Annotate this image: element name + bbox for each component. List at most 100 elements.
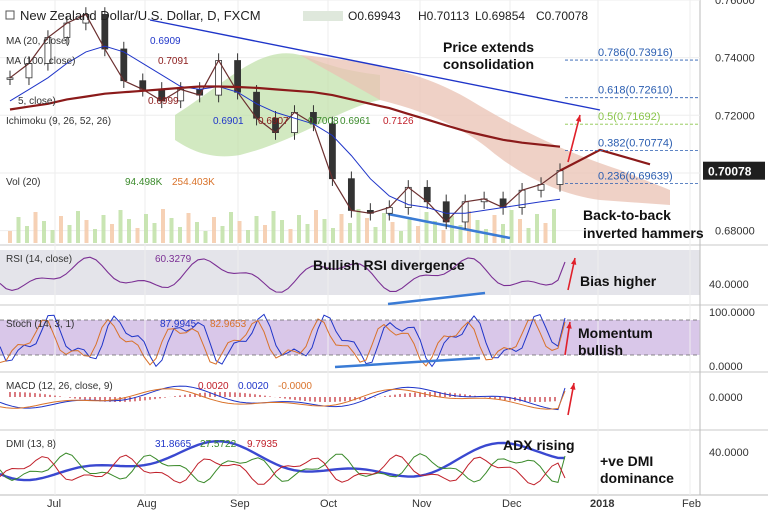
candle-body bbox=[6, 77, 14, 80]
volume-bar bbox=[501, 224, 505, 243]
volume-bar bbox=[246, 230, 250, 243]
candle-body bbox=[120, 48, 128, 82]
price-tick-label: 0.74000 bbox=[715, 53, 755, 65]
volume-bar bbox=[424, 212, 429, 243]
volume-bar bbox=[356, 209, 361, 243]
legend-stoch-label: Stoch (14, 3, 1) bbox=[6, 319, 74, 330]
volume-bar bbox=[535, 214, 539, 243]
volume-bar bbox=[365, 218, 369, 243]
price-support-line bbox=[387, 212, 511, 240]
fib-label-4: 0.236(0.69639) bbox=[598, 170, 673, 182]
legend-ichimoku-v4: 0.6961 bbox=[340, 116, 371, 127]
rsi-band bbox=[0, 250, 700, 295]
legend-stoch-d: 82.9653 bbox=[210, 319, 247, 330]
volume-bar bbox=[50, 230, 55, 243]
macd-signal-line bbox=[0, 388, 566, 410]
volume-bar bbox=[135, 228, 140, 243]
time-tick-label: Aug bbox=[137, 498, 157, 510]
volume-bar bbox=[339, 214, 344, 243]
volume-bar bbox=[203, 231, 208, 243]
volume-bar bbox=[305, 224, 310, 243]
macd-up-arrow-head bbox=[570, 383, 576, 390]
volume-bar bbox=[25, 226, 29, 243]
legend-vol-v2: 254.403K bbox=[172, 177, 215, 188]
legend-macd-v3: -0.0000 bbox=[278, 381, 312, 392]
volume-bar bbox=[237, 221, 242, 243]
volume-bar bbox=[492, 215, 497, 243]
volume-bar bbox=[169, 218, 174, 243]
legend-vol-v1: 94.498K bbox=[125, 177, 163, 188]
volume-bar bbox=[467, 211, 471, 243]
legend-ma100-value: 0.7091 bbox=[158, 56, 189, 67]
legend-dmi-label: DMI (13, 8) bbox=[6, 439, 56, 450]
annotation-dmi-line2: dominance bbox=[600, 470, 674, 486]
descending-trendline bbox=[149, 19, 601, 111]
legend-ma20-value: 0.6909 bbox=[150, 36, 181, 47]
ohlc-high: H0.70113 bbox=[418, 9, 469, 23]
volume-bar bbox=[433, 221, 437, 243]
ohlc-close: C0.70078 bbox=[536, 9, 588, 23]
legend-macd-label: MACD (12, 26, close, 9) bbox=[6, 381, 113, 392]
indicator-tick-label: 0.0000 bbox=[709, 361, 743, 373]
volume-bar bbox=[161, 209, 165, 243]
rsi-line bbox=[0, 256, 566, 293]
legend-dmi-v3: 9.7935 bbox=[247, 439, 278, 450]
volume-bar bbox=[118, 210, 123, 243]
annotation-hammers-line2: inverted hammers bbox=[583, 225, 704, 241]
volume-bar bbox=[331, 228, 335, 243]
annotation-price-line2: consolidation bbox=[443, 56, 534, 72]
volume-bar bbox=[348, 223, 352, 243]
legend-ma5-label: 5, close) bbox=[18, 96, 56, 107]
price-up-arrow bbox=[567, 114, 581, 163]
fib-label-2: 0.5(0.71692) bbox=[598, 111, 660, 123]
time-tick-label: Sep bbox=[230, 498, 250, 510]
time-tick-label: Dec bbox=[502, 498, 522, 510]
volume-bar bbox=[33, 212, 38, 243]
legend-ma5-value: 0.6999 bbox=[148, 96, 179, 107]
price-tick-label: 0.68000 bbox=[715, 226, 755, 238]
annotation-momentum-line1: Momentum bbox=[578, 325, 653, 341]
volume-bar bbox=[212, 217, 216, 243]
legend-rsi-value: 60.3279 bbox=[155, 254, 192, 265]
symbol-title: New Zealand Dollar/U.S. Dollar, D, FXCM bbox=[20, 8, 261, 23]
collapse-icon[interactable] bbox=[5, 10, 15, 20]
legend-stoch-k: 87.9945 bbox=[160, 319, 197, 330]
volume-bar bbox=[178, 227, 182, 243]
legend-dmi-v2: 27.5722 bbox=[200, 439, 237, 450]
annotation-momentum-line2: bullish bbox=[578, 342, 623, 358]
ma100-line bbox=[9, 85, 561, 148]
stoch-up-arrow-head bbox=[566, 322, 572, 329]
volume-bar bbox=[59, 216, 63, 243]
legend-ichimoku-v5: 0.7126 bbox=[383, 116, 414, 127]
volume-bar bbox=[152, 223, 157, 243]
annotation-rsi-divergence: Bullish RSI divergence bbox=[313, 257, 465, 273]
volume-bar bbox=[127, 219, 131, 243]
time-tick-label: Nov bbox=[412, 498, 432, 510]
volume-bar bbox=[297, 215, 301, 243]
volume-bar bbox=[101, 215, 106, 243]
volume-bar bbox=[390, 222, 395, 243]
volume-bar bbox=[382, 213, 386, 243]
fib-label-3: 0.382(0.70774) bbox=[598, 138, 673, 150]
legend-ichimoku-v3: 0.7008 bbox=[308, 116, 339, 127]
indicator-tick-label: 0.0000 bbox=[709, 392, 743, 404]
legend-ma20-label: MA (20, close) bbox=[6, 36, 70, 47]
price-up-arrow-head bbox=[575, 115, 582, 122]
volume-bar bbox=[144, 214, 148, 243]
volume-bar bbox=[450, 216, 454, 243]
fib-label-1: 0.618(0.72610) bbox=[598, 85, 673, 97]
legend-controls-icon[interactable] bbox=[303, 11, 343, 21]
annotation-dmi-line1: +ve DMI bbox=[600, 453, 653, 469]
legend-vol-label: Vol (20) bbox=[6, 177, 40, 188]
indicator-tick-label: 100.0000 bbox=[709, 307, 755, 319]
annotation-adx: ADX rising bbox=[503, 437, 575, 453]
volume-bar bbox=[220, 226, 225, 243]
candle-body bbox=[215, 60, 223, 96]
stoch-divergence-line bbox=[334, 356, 481, 369]
dmi-plus-line bbox=[0, 452, 566, 484]
ohlc-low: L0.69854 bbox=[475, 9, 525, 23]
time-tick-label: Feb bbox=[682, 498, 701, 510]
volume-bar bbox=[16, 217, 21, 243]
legend-macd-v1: 0.0020 bbox=[198, 381, 229, 392]
